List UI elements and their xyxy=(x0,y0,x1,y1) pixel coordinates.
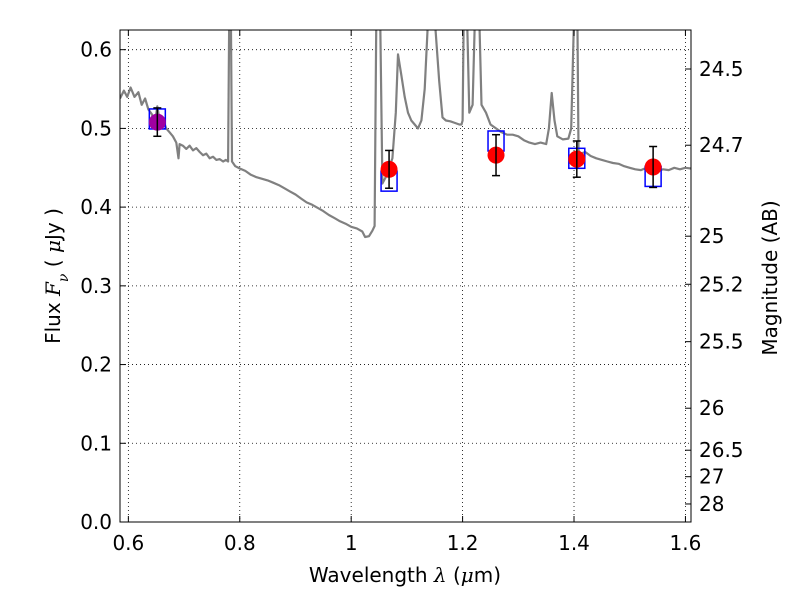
y-axis: 0.0 0.1 0.2 0.3 0.4 0.5 0.6 xyxy=(80,38,126,534)
y2-tick-label: 26.5 xyxy=(699,438,744,462)
y2-tick-label: 25.5 xyxy=(699,330,744,354)
x-tick-label: 1 xyxy=(345,531,358,555)
y2-tick-label: 25 xyxy=(699,224,724,248)
x-axis-title-unit: m) xyxy=(474,563,501,587)
spectrum-line xyxy=(120,30,691,239)
y-tick-label: 0.0 xyxy=(80,510,112,534)
y-tick-label: 0.2 xyxy=(80,353,112,377)
y-axis-title-open: ( xyxy=(41,253,65,274)
y-axis-title-unit: Jy ) xyxy=(41,208,65,242)
y-tick-label: 0.6 xyxy=(80,38,112,62)
y2-tick-label: 28 xyxy=(699,492,724,516)
y2-tick-label: 27 xyxy=(699,465,724,489)
y2-axis: 24.5 24.7 25 25.2 25.5 26 26.5 27 28 xyxy=(685,57,744,516)
x-tick-label: 1.4 xyxy=(558,531,590,555)
x-axis-lambda: λ xyxy=(433,563,447,587)
y-tick-label: 0.4 xyxy=(80,195,112,219)
y2-axis-title: Magnitude (AB) xyxy=(758,200,782,355)
x-tick-label: 0.6 xyxy=(112,531,144,555)
y-axis-mu: μ xyxy=(41,240,65,253)
plot-area xyxy=(120,30,691,239)
x-axis-title: Wavelength λ (μm) xyxy=(309,563,501,587)
y-tick-label: 0.1 xyxy=(80,431,112,455)
x-axis: 0.6 0.8 1 1.2 1.4 1.6 xyxy=(112,30,701,555)
plot-frame xyxy=(119,29,692,523)
x-tick-label: 1.2 xyxy=(447,531,479,555)
y-axis-F: F xyxy=(41,281,65,297)
y-tick-label: 0.3 xyxy=(80,274,112,298)
y-tick-label: 0.5 xyxy=(80,116,112,140)
y-axis-title-prefix: Flux xyxy=(41,296,65,344)
y2-tick-label: 26 xyxy=(699,396,724,420)
y2-tick-label: 24.7 xyxy=(699,133,744,157)
y2-tick-label: 24.5 xyxy=(699,57,744,81)
y2-tick-label: 25.2 xyxy=(699,272,744,296)
y-axis-nu: ν xyxy=(56,273,72,282)
x-axis-title-open: ( xyxy=(447,563,461,587)
x-axis-mu: μ xyxy=(461,563,474,587)
x-tick-label: 1.6 xyxy=(670,531,702,555)
x-axis-title-prefix: Wavelength xyxy=(309,563,434,587)
y-axis-title: Flux Fν ( μJy ) xyxy=(41,208,72,344)
x-tick-label: 0.8 xyxy=(224,531,256,555)
